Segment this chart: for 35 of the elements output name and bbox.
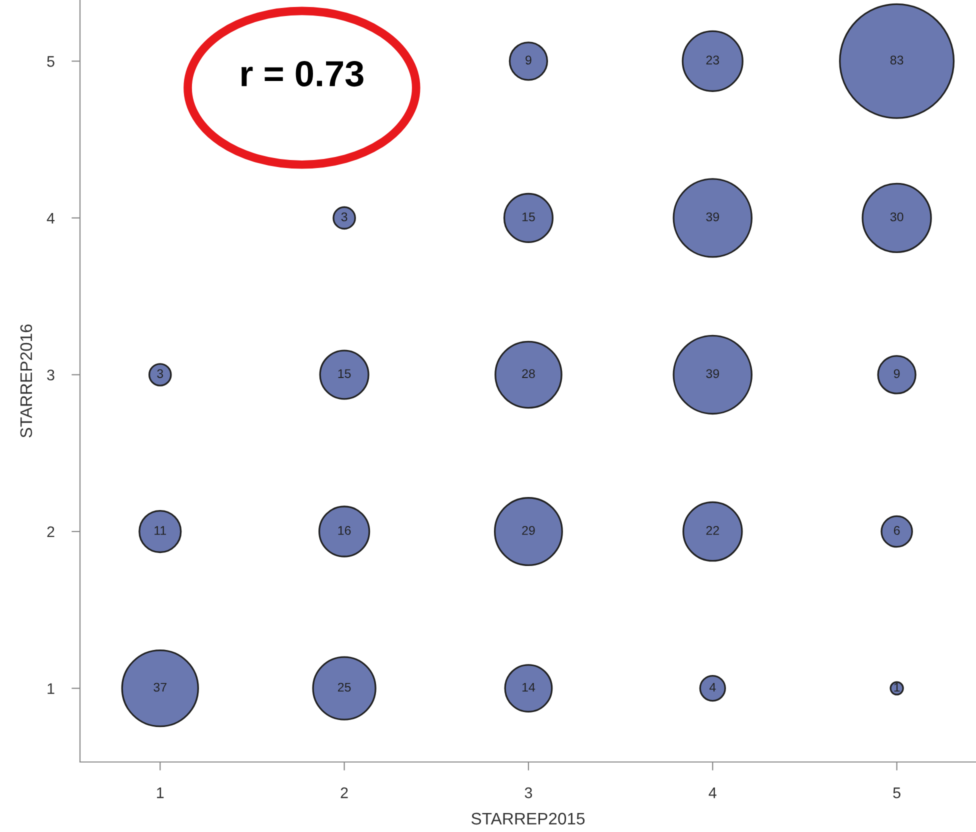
data-label: 9 xyxy=(526,56,532,65)
data-label: 23 xyxy=(706,56,720,65)
annotation: r = 0.73 xyxy=(242,60,364,87)
data-label: 15 xyxy=(338,369,351,378)
data-label: 28 xyxy=(522,369,535,378)
data-label: 83 xyxy=(890,56,904,65)
data-label: 3 xyxy=(157,369,164,378)
x-tick-label: 4 xyxy=(708,788,716,798)
y-axis-title: STARREP2016 xyxy=(20,324,32,438)
x-tick-label: 5 xyxy=(893,788,900,798)
data-label: 22 xyxy=(706,526,719,535)
y-tick-label: 2 xyxy=(47,526,54,538)
data-label: 1 xyxy=(894,682,900,692)
data-label: 30 xyxy=(890,212,904,222)
data-label: 16 xyxy=(338,526,351,535)
data-label: 15 xyxy=(522,212,535,222)
data-label: 3 xyxy=(341,212,348,222)
x-tick-label: 2 xyxy=(340,787,348,798)
data-label: 14 xyxy=(522,682,536,692)
data-label: 6 xyxy=(894,526,900,535)
x-tick-label: 1 xyxy=(157,788,164,798)
x-tick-label: 3 xyxy=(524,787,532,798)
data-label: 9 xyxy=(894,369,900,378)
x-axis-title: STARREP2015 xyxy=(471,812,585,825)
y-tick-label: 4 xyxy=(46,212,55,224)
data-label: 29 xyxy=(522,526,535,535)
y-tick-label: 5 xyxy=(47,56,54,67)
data-label: 39 xyxy=(706,369,719,378)
data-label: 4 xyxy=(709,682,716,692)
y-tick-label: 3 xyxy=(47,370,54,380)
data-label: 39 xyxy=(706,212,719,222)
data-label: 25 xyxy=(338,682,351,692)
data-label: 37 xyxy=(154,682,166,692)
data-label: 11 xyxy=(154,526,166,535)
y-tick-label: 1 xyxy=(48,683,54,694)
